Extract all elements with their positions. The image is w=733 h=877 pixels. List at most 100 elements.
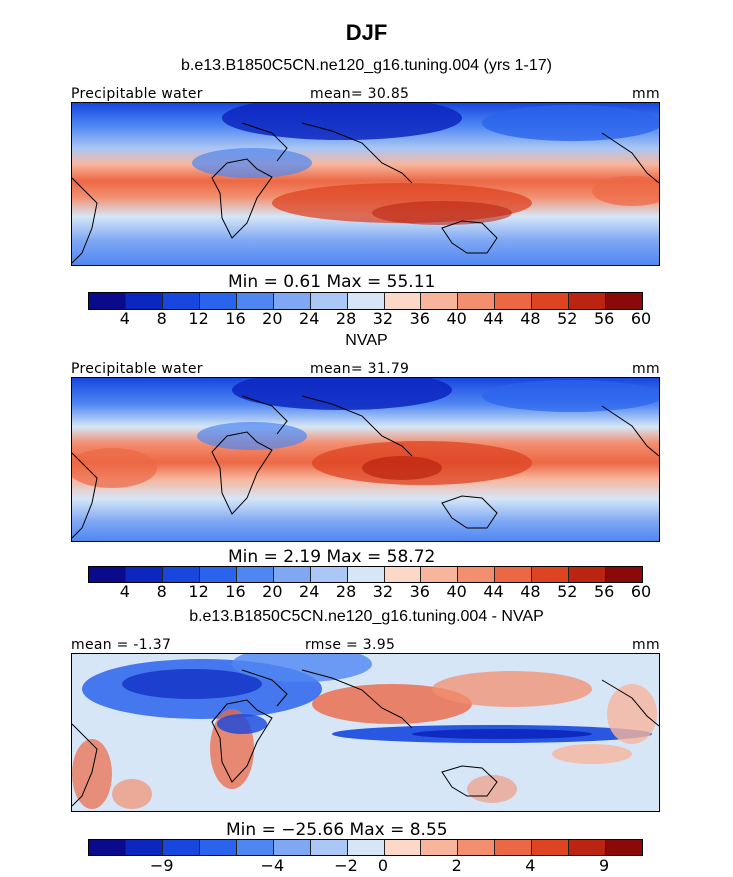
panel3-units-label: mm (632, 637, 660, 653)
colorbar-tick-label: 48 (520, 582, 541, 601)
colorbar-tick-label: −4 (260, 856, 285, 875)
colorbar-swatch (310, 840, 348, 855)
colorbar-swatch (162, 567, 200, 582)
colorbar-swatch (199, 567, 237, 582)
colorbar-swatch (89, 840, 126, 855)
panel1-variable-label: Precipitable water (71, 86, 203, 102)
colorbar-swatch (532, 840, 570, 855)
colorbar-tick-label: −2 (334, 856, 358, 875)
panel1-field (72, 103, 659, 265)
colorbar-tick-label: 44 (483, 309, 504, 328)
panel1-mean-label: mean= 30.85 (310, 86, 410, 102)
panel2-colorbar (88, 566, 643, 583)
panel1-colorbar (88, 292, 643, 310)
panel2-field (72, 378, 659, 541)
colorbar-swatch (495, 840, 533, 855)
colorbar-swatch (421, 567, 459, 582)
colorbar-swatch (125, 567, 163, 582)
colorbar-swatch (236, 840, 274, 855)
panel2-variable-label: Precipitable water (71, 361, 203, 377)
panel2-units-label: mm (632, 361, 660, 377)
colorbar-swatch (495, 293, 533, 309)
colorbar-tick-label: 48 (520, 309, 541, 328)
panel1-colorbar-ticks: 4 8 12 16 20 24 28 32 36 40 44 48 52 56 60 (88, 309, 651, 329)
colorbar-tick-label: 12 (188, 309, 209, 328)
colorbar-swatch (273, 840, 311, 855)
panel1-range: Min = 0.61 Max = 55.11 (228, 272, 436, 292)
panel3-map (71, 653, 660, 812)
figure-title: DJF (345, 20, 388, 45)
panel3-colorbar-ticks: −9 −4 −2 0 2 4 9 (88, 856, 643, 876)
colorbar-tick-label: 20 (262, 309, 283, 328)
colorbar-swatch (421, 840, 459, 855)
panel1-units-label: mm (632, 86, 660, 102)
colorbar-swatch (273, 293, 311, 309)
panel2-colorbar-ticks: 4 8 12 16 20 24 28 32 36 40 44 48 52 56 60 (88, 582, 651, 602)
colorbar-swatch (384, 293, 422, 309)
panel2-range: Min = 2.19 Max = 58.72 (228, 547, 436, 567)
panel1-title: b.e13.B1850C5CN.ne120_g16.tuning.004 (yr… (181, 57, 552, 74)
colorbar-tick-label: 60 (630, 582, 652, 601)
colorbar-swatch (89, 567, 126, 582)
panel1-map (71, 102, 660, 266)
colorbar-swatch (236, 293, 274, 309)
colorbar-swatch (347, 567, 385, 582)
colorbar-tick-label: 4 (525, 856, 536, 875)
colorbar-swatch (532, 567, 570, 582)
colorbar-tick-label: 40 (446, 582, 467, 601)
colorbar-swatch (458, 293, 496, 309)
colorbar-tick-label: 40 (446, 309, 467, 328)
colorbar-swatch (421, 293, 459, 309)
colorbar-swatch (569, 840, 607, 855)
colorbar-tick-label: 44 (483, 582, 504, 601)
colorbar-swatch (569, 567, 607, 582)
panel3-colorbar (88, 839, 643, 856)
colorbar-swatch (532, 293, 570, 309)
colorbar-swatch (569, 293, 607, 309)
panel3-field (72, 654, 659, 811)
colorbar-swatch (310, 567, 348, 582)
colorbar-tick-label: 56 (593, 582, 615, 601)
panel3-mean-label: mean = -1.37 (71, 637, 172, 653)
colorbar-tick-label: 52 (557, 582, 578, 601)
panel2-map (71, 377, 660, 542)
colorbar-tick-label: 20 (262, 582, 283, 601)
colorbar-swatch (347, 840, 385, 855)
colorbar-swatch (495, 567, 533, 582)
colorbar-tick-label: 36 (409, 309, 430, 328)
colorbar-tick-label: 24 (299, 309, 320, 328)
colorbar-tick-label: 60 (630, 309, 652, 328)
colorbar-swatch (162, 293, 200, 309)
colorbar-tick-label: 2 (451, 856, 462, 875)
colorbar-tick-label: 12 (188, 582, 209, 601)
colorbar-swatch (199, 293, 237, 309)
colorbar-tick-label: 36 (409, 582, 430, 601)
colorbar-tick-label: 56 (593, 309, 615, 328)
panel2-mean-label: mean= 31.79 (310, 361, 410, 377)
colorbar-tick-label: 8 (156, 582, 167, 601)
panel3-rmse-label: rmse = 3.95 (305, 637, 396, 653)
colorbar-tick-label: 4 (119, 582, 130, 601)
colorbar-tick-label: 32 (372, 309, 394, 328)
colorbar-swatch (606, 840, 643, 855)
colorbar-swatch (89, 293, 126, 309)
panel3-title: b.e13.B1850C5CN.ne120_g16.tuning.004 - N… (189, 608, 544, 625)
colorbar-swatch (273, 567, 311, 582)
colorbar-swatch (384, 840, 422, 855)
panel3-range: Min = −25.66 Max = 8.55 (226, 820, 448, 840)
colorbar-tick-label: 28 (335, 309, 357, 328)
colorbar-swatch (236, 567, 274, 582)
colorbar-tick-label: 52 (557, 309, 578, 328)
colorbar-swatch (606, 567, 643, 582)
colorbar-tick-label: 16 (225, 309, 246, 328)
colorbar-swatch (125, 293, 163, 309)
colorbar-tick-label: −9 (149, 856, 174, 875)
colorbar-tick-label: 4 (119, 309, 130, 328)
colorbar-swatch (384, 567, 422, 582)
colorbar-swatch (458, 567, 496, 582)
colorbar-swatch (310, 293, 348, 309)
colorbar-swatch (199, 840, 237, 855)
panel2-title: NVAP (345, 332, 388, 349)
colorbar-swatch (162, 840, 200, 855)
colorbar-tick-label: 8 (156, 309, 167, 328)
